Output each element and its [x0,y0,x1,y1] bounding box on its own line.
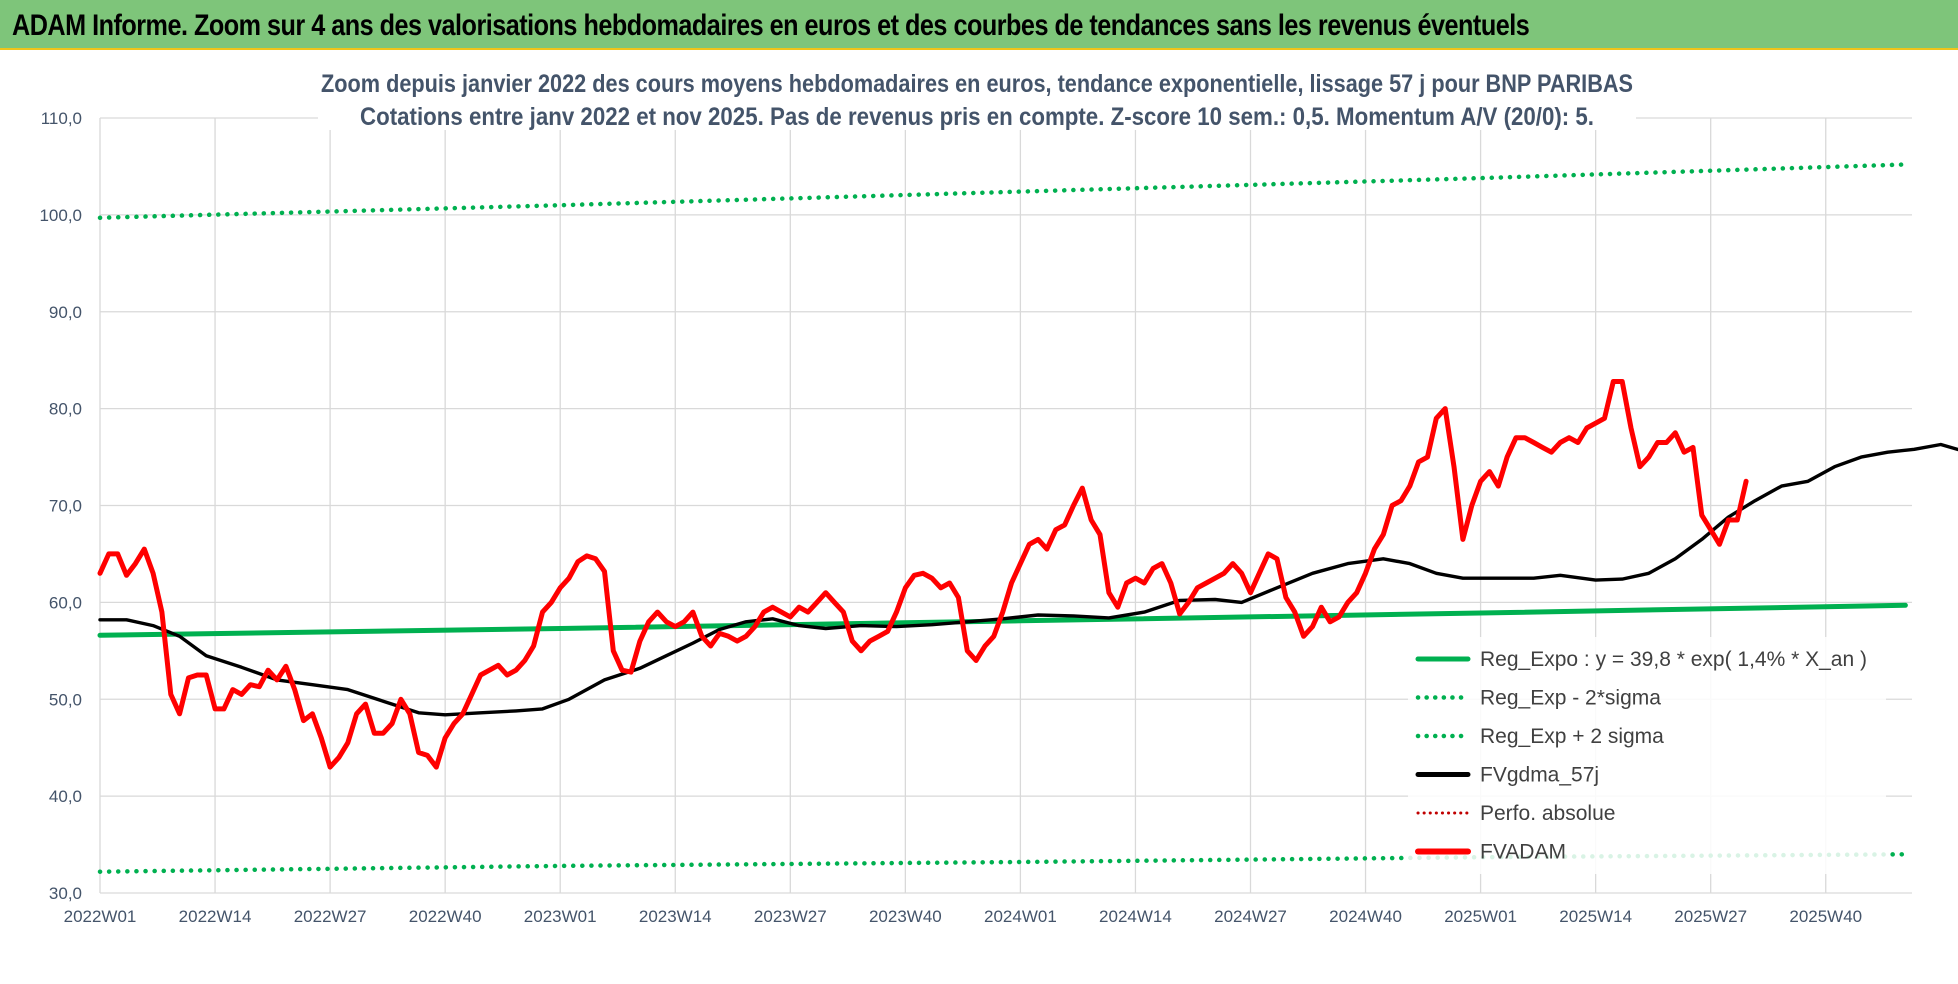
x-tick-label: 2023W40 [869,907,942,926]
series-line [97,602,1908,638]
y-tick-label: 90,0 [49,303,82,322]
series-line [98,442,1958,717]
y-axis-ticks: 30,0 40,0 50,0 60,0 70,0 80,0 90,0 100,0 110,0 [39,109,82,903]
y-tick-label: 50,0 [49,690,82,709]
legend-label: Perfo. absolue [1480,802,1615,825]
x-tick-label: 2024W01 [984,907,1057,926]
x-tick-label: 2022W40 [409,907,482,926]
x-tick-label: 2023W01 [524,907,597,926]
chart-title: Zoom depuis janvier 2022 des cours moyen… [321,70,1633,98]
title-backdrop [318,62,1636,130]
x-tick-label: 2023W14 [639,907,712,926]
series-line [97,162,1908,221]
x-tick-label: 2024W27 [1214,907,1287,926]
x-tick-label: 2024W40 [1329,907,1402,926]
legend-label: FVgdma_57j [1480,764,1599,787]
y-tick-label: 100,0 [39,206,82,225]
y-tick-label: 60,0 [49,593,82,612]
x-tick-label: 2022W14 [179,907,252,926]
x-tick-label: 2022W01 [64,907,137,926]
legend-label: Reg_Expo : y = 39,8 * exp( 1,4% * X_an ) [1480,648,1867,671]
price-trend-chart: 30,0 40,0 50,0 60,0 70,0 80,0 90,0 100,0 110,0 2… [0,50,1958,984]
y-tick-label: 40,0 [49,787,82,806]
y-tick-label: 80,0 [49,400,82,419]
x-tick-label: 2025W40 [1789,907,1862,926]
y-tick-label: 30,0 [49,884,82,903]
x-tick-label: 2023W27 [754,907,827,926]
legend-label: Reg_Exp - 2*sigma [1480,687,1661,710]
chart-subtitle: Cotations entre janv 2022 et nov 2025. P… [360,103,1594,131]
x-tick-label: 2025W27 [1674,907,1747,926]
x-tick-label: 2025W14 [1559,907,1632,926]
report-banner: ADAM Informe. Zoom sur 4 ans des valoris… [0,0,1958,50]
series-line [97,379,1749,770]
x-axis-ticks: 2022W01 2022W14 2022W27 2022W40 2023W01 2023W… [64,907,1863,926]
chart-frame: 30,0 40,0 50,0 60,0 70,0 80,0 90,0 100,0 110,0 2… [0,50,1958,984]
legend-box [1408,637,1886,874]
y-tick-label: 110,0 [41,109,82,128]
series-line [97,852,1908,874]
x-tick-label: 2025W01 [1444,907,1517,926]
y-tick-label: 70,0 [49,497,82,516]
legend-label: FVADAM [1480,841,1566,864]
x-tick-label: 2022W27 [294,907,367,926]
legend-label: Reg_Exp + 2 sigma [1480,725,1664,748]
chart-series [97,162,1958,874]
chart-legend: Reg_Expo : y = 39,8 * exp( 1,4% * X_an )… [1408,637,1886,874]
x-tick-label: 2024W14 [1099,907,1172,926]
report-title: ADAM Informe. Zoom sur 4 ans des valoris… [12,9,1530,42]
